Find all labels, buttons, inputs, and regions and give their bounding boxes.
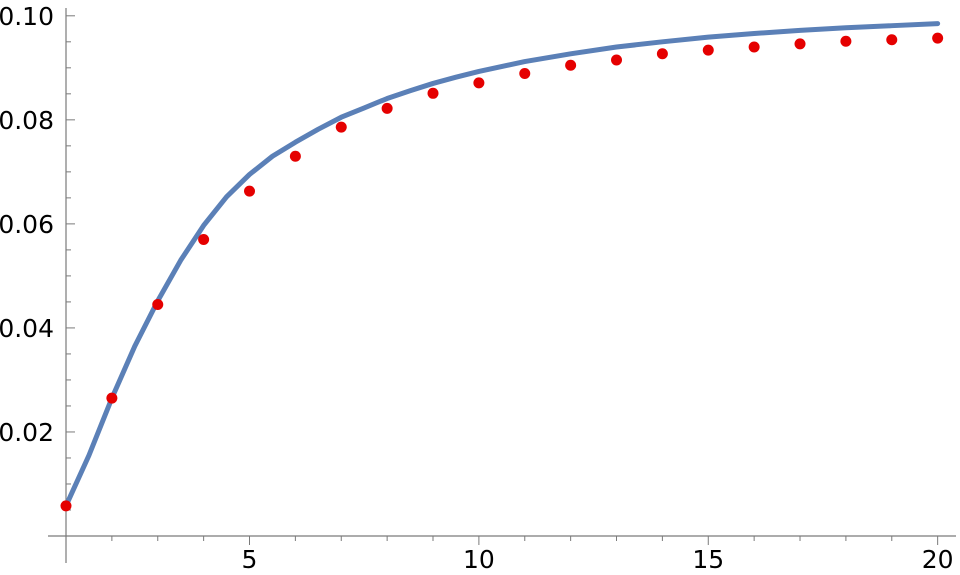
data-point bbox=[932, 32, 944, 44]
data-point bbox=[381, 102, 393, 114]
y-tick-label: 0.06 bbox=[0, 210, 54, 239]
y-tick-label: 0.02 bbox=[0, 418, 54, 447]
x-tick-label: 15 bbox=[692, 545, 724, 574]
data-point bbox=[840, 35, 852, 47]
data-point bbox=[106, 392, 118, 404]
x-tick-label: 20 bbox=[922, 545, 954, 574]
data-point bbox=[289, 150, 301, 162]
data-point bbox=[519, 68, 531, 80]
data-point bbox=[565, 59, 577, 71]
model-curve-line bbox=[63, 21, 941, 509]
data-points-layer bbox=[60, 32, 944, 512]
data-point bbox=[702, 44, 714, 56]
data-point bbox=[748, 41, 760, 53]
y-tick-label: 0.04 bbox=[0, 314, 54, 343]
data-point bbox=[886, 34, 898, 46]
data-point bbox=[611, 54, 623, 66]
data-point bbox=[152, 299, 164, 311]
data-point bbox=[60, 500, 72, 512]
data-point bbox=[794, 38, 806, 50]
y-tick-label: 0.10 bbox=[0, 2, 54, 31]
data-point bbox=[656, 48, 668, 60]
y-tick-label: 0.08 bbox=[0, 106, 54, 135]
model-curve-layer bbox=[63, 21, 941, 509]
data-point bbox=[473, 77, 485, 89]
data-point bbox=[244, 185, 256, 197]
data-point bbox=[198, 233, 210, 245]
data-point bbox=[427, 87, 439, 99]
x-tick-label: 5 bbox=[242, 545, 258, 574]
x-tick-label: 10 bbox=[463, 545, 495, 574]
data-point bbox=[335, 121, 347, 133]
